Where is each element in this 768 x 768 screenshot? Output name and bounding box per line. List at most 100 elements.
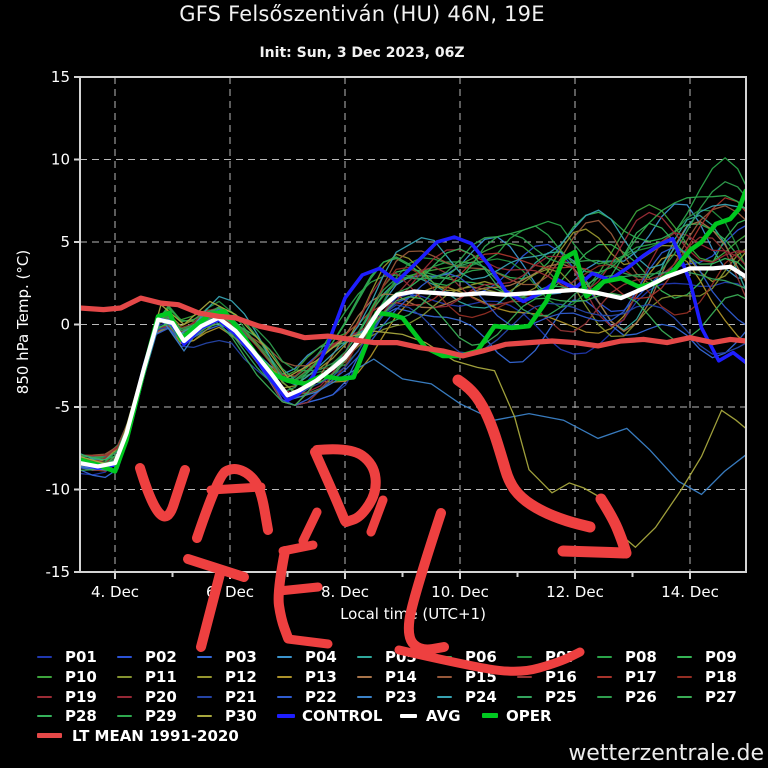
legend-item-P11: P11 [117,667,177,686]
legend-item-P30: P30 [197,706,257,725]
legend-label: P11 [145,667,177,686]
legend-line-swatch [277,695,292,698]
legend-line-swatch [517,695,532,698]
legend-line-swatch [117,695,132,698]
ensemble-member-P10 [80,203,746,464]
legend-line-swatch [597,695,612,698]
legend-label: P22 [305,687,337,706]
legend-item-P02: P02 [117,647,177,666]
legend-item-lt-mean: LT MEAN 1991-2020 [37,726,239,745]
legend-label: P02 [145,647,177,666]
chart-init-subtitle: Init: Sun, 3 Dec 2023, 06Z [259,45,465,61]
legend-item-P08: P08 [597,647,657,666]
legend-label: P08 [625,647,657,666]
legend-label: P29 [145,706,177,725]
legend-line-swatch [597,675,612,678]
legend-label: P16 [545,667,577,686]
legend-label: P17 [625,667,657,686]
legend-label: P18 [705,667,737,686]
legend-line-swatch [197,675,212,678]
legend-item-P13: P13 [277,667,337,686]
y-tick-label: -5 [55,398,70,416]
legend-line-swatch [517,675,532,678]
legend-label: P20 [145,687,177,706]
legend-label: P01 [65,647,97,666]
legend-label: P13 [305,667,337,686]
legend-item-P22: P22 [277,687,337,706]
legend-item-P05: P05 [357,647,417,666]
legend-label: P10 [65,667,97,686]
legend-label: CONTROL [302,706,383,725]
legend-line-swatch [517,655,532,658]
legend-label: P28 [65,706,97,725]
x-tick-label: 8. Dec [321,583,369,601]
legend-line-swatch [37,675,52,678]
legend-line-swatch [357,695,372,698]
legend-label: P30 [225,706,257,725]
legend-label: P09 [705,647,737,666]
x-tick-label: 12. Dec [546,583,604,601]
legend-line-swatch [37,695,52,698]
legend-line-swatch [37,655,52,658]
legend-item-P12: P12 [197,667,257,686]
legend-label: P04 [305,647,337,666]
legend-label: P14 [385,667,417,686]
legend-item-P14: P14 [357,667,417,686]
series-avg [80,264,746,469]
legend-label: P23 [385,687,417,706]
legend-line-swatch [197,714,212,717]
legend-item-P04: P04 [277,647,337,666]
legend-item-P27: P27 [677,687,737,706]
series-lines [80,156,746,549]
legend-line-swatch [357,655,372,658]
legend-item-P24: P24 [437,688,497,706]
ensemble-member-P21 [80,302,746,470]
legend-label: P03 [225,647,257,666]
legend-line-swatch [597,655,612,658]
legend-label: P12 [225,667,257,686]
legend-item-oper: OPER [482,706,552,725]
legend-line-swatch [437,675,452,678]
legend-line-swatch [677,695,692,698]
legend-line-swatch [357,675,372,678]
legend-item-P19: P19 [37,688,97,706]
legend-item-P03: P03 [197,647,257,666]
legend-line-swatch [117,675,132,678]
legend-item-avg: AVG [400,706,461,725]
legend-label: P27 [705,687,737,706]
legend-item-P09: P09 [677,647,737,666]
y-tick-label: 0 [60,316,70,334]
legend-label: P05 [385,647,417,666]
legend-item-P07: P07 [517,648,577,666]
legend-line-swatch [677,675,692,678]
legend-item-P06: P06 [437,647,497,666]
legend-item-P26: P26 [597,688,657,706]
legend-label: LT MEAN 1991-2020 [72,726,239,745]
y-tick-label: -10 [46,481,71,499]
y-tick-label: -15 [46,563,71,581]
legend-label: P25 [545,687,577,706]
series-lt_mean [80,295,746,359]
x-tick-label: 4. Dec [91,583,139,601]
legend-line-swatch [197,655,212,658]
legend-line-swatch [400,713,417,718]
legend-item-P23: P23 [357,687,417,706]
legend-label: OPER [506,706,552,725]
legend-item-P28: P28 [37,706,97,725]
legend-label: P15 [465,667,497,686]
legend-item-P25: P25 [517,687,577,706]
legend-line-swatch [437,695,452,698]
legend-line-swatch [277,675,292,678]
legend-label: P06 [465,647,497,666]
legend-item-P21: P21 [197,687,257,706]
legend-line-swatch [117,714,132,717]
legend-label: P21 [225,687,257,706]
legend-item-P16: P16 [517,667,577,686]
chart-title: GFS Felsőszentiván (HU) 46N, 19E [179,2,545,26]
y-tick-label: 5 [60,233,70,251]
legend-item-control: CONTROL [277,706,383,725]
legend-line-swatch [37,714,52,717]
legend-label: AVG [426,706,461,725]
